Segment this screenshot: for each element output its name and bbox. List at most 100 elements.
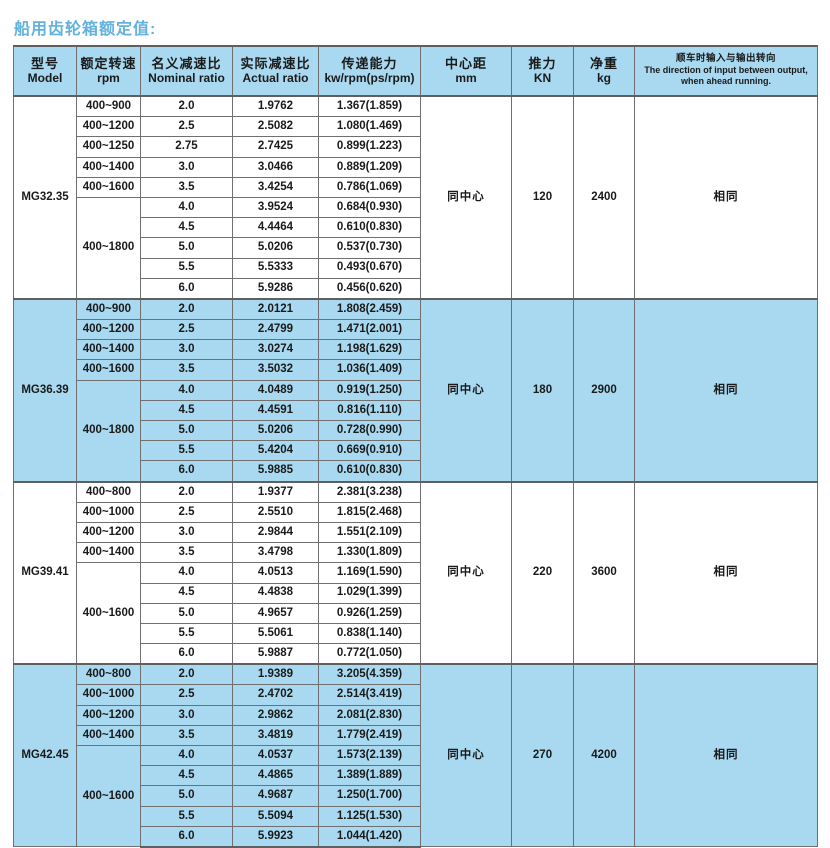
cell-rpm: 400~1200 <box>76 521 141 544</box>
cell-actual-ratio: 5.9887 <box>232 643 319 665</box>
cell-rpm: 400~1800 <box>76 196 141 300</box>
cell-nominal-ratio: 4.5 <box>140 582 233 604</box>
cell-actual-ratio: 5.5094 <box>232 805 319 827</box>
table-row: 5.5 5.5333 0.493(0.670) <box>14 257 818 279</box>
header-model-en: Model <box>27 70 63 85</box>
cell-nominal-ratio: 5.5 <box>140 805 233 827</box>
cell-capacity: 1.808(2.459) <box>318 297 421 321</box>
cell-model: MG36.39 <box>13 297 77 483</box>
cell-thrust: 180 <box>511 297 574 483</box>
table-row: 5.5 5.4204 0.669(0.910) <box>14 440 818 462</box>
cell-nominal-ratio: 3.5 <box>140 724 233 747</box>
cell-capacity: 1.125(1.530) <box>318 805 421 827</box>
cell-actual-ratio: 4.0537 <box>232 744 319 767</box>
cell-rpm: 400~800 <box>76 480 141 503</box>
cell-capacity: 0.493(0.670) <box>318 257 421 279</box>
table-row: 400~1200 3.0 2.9844 1.551(2.109) <box>14 521 818 544</box>
cell-capacity: 0.728(0.990) <box>318 419 421 442</box>
table-row: 5.0 4.9657 0.926(1.259) <box>14 602 818 624</box>
cell-actual-ratio: 5.5061 <box>232 622 319 645</box>
cell-nominal-ratio: 5.0 <box>140 237 233 259</box>
cell-center-distance: 同中心 <box>420 95 512 300</box>
gearbox-rating-table: 型号 Model 额定转速 rpm 名义减速比 Nominal ratio 实际… <box>13 45 818 848</box>
cell-nominal-ratio: 5.5 <box>140 257 233 279</box>
header-center-distance-cn: 中心距 <box>444 55 487 71</box>
cell-rpm: 400~1600 <box>76 359 141 381</box>
header-model: 型号 Model <box>13 45 77 97</box>
cell-capacity: 1.198(1.629) <box>318 339 421 361</box>
cell-actual-ratio: 3.4819 <box>232 724 319 747</box>
cell-actual-ratio: 2.9844 <box>232 521 319 544</box>
header-rpm-cn: 额定转速 <box>80 55 137 71</box>
table-body: MG32.35 400~900 2.0 1.9762 1.367(1.859) 同中心 12… <box>13 95 818 848</box>
table-row: 5.0 5.0206 0.537(0.730) <box>14 237 818 259</box>
table-row: 4.5 4.4464 0.610(0.830) <box>14 217 818 239</box>
cell-nominal-ratio: 2.75 <box>140 136 233 158</box>
cell-actual-ratio: 4.4464 <box>232 217 319 239</box>
header-center-distance: 中心距 mm <box>420 45 512 97</box>
cell-rpm: 400~800 <box>76 663 141 686</box>
cell-capacity: 0.537(0.730) <box>318 237 421 259</box>
cell-actual-ratio: 1.9389 <box>232 663 319 686</box>
cell-center-distance: 同中心 <box>420 480 512 665</box>
cell-nominal-ratio: 4.0 <box>140 379 233 401</box>
cell-capacity: 0.772(1.050) <box>318 643 421 665</box>
cell-capacity: 1.036(1.409) <box>318 359 421 381</box>
cell-actual-ratio: 5.0206 <box>232 237 319 259</box>
cell-nominal-ratio: 6.0 <box>140 277 233 300</box>
cell-nominal-ratio: 3.5 <box>140 542 233 564</box>
cell-thrust: 270 <box>511 663 574 848</box>
cell-capacity: 1.389(1.889) <box>318 765 421 787</box>
cell-rpm: 400~1600 <box>76 744 141 848</box>
cell-rpm: 400~1400 <box>76 724 141 747</box>
cell-rotation-direction: 相同 <box>634 663 818 848</box>
cell-capacity: 2.381(3.238) <box>318 480 421 503</box>
cell-nominal-ratio: 2.0 <box>140 95 233 118</box>
cell-rpm: 400~900 <box>76 95 141 118</box>
header-center-distance-en: mm <box>455 70 477 85</box>
cell-capacity: 0.669(0.910) <box>318 440 421 462</box>
cell-capacity: 1.367(1.859) <box>318 95 421 118</box>
cell-actual-ratio: 1.9762 <box>232 95 319 118</box>
header-capacity-en: kw/rpm(ps/rpm) <box>324 70 415 85</box>
cell-actual-ratio: 2.4799 <box>232 319 319 341</box>
cell-actual-ratio: 5.4204 <box>232 440 319 462</box>
cell-capacity: 1.029(1.399) <box>318 582 421 604</box>
cell-actual-ratio: 2.5510 <box>232 501 319 523</box>
table-row: 400~1400 3.0 3.0466 0.889(1.209) <box>14 156 818 178</box>
cell-actual-ratio: 1.9377 <box>232 480 319 503</box>
header-actual-ratio: 实际减速比 Actual ratio <box>232 45 319 97</box>
cell-rpm: 400~1400 <box>76 156 141 178</box>
cell-nominal-ratio: 4.0 <box>140 196 233 219</box>
table-row: 5.5 5.5061 0.838(1.140) <box>14 622 818 645</box>
cell-nominal-ratio: 3.0 <box>140 156 233 178</box>
header-thrust-cn: 推力 <box>528 55 557 71</box>
table-row: 6.0 5.9286 0.456(0.620) <box>14 277 818 300</box>
cell-actual-ratio: 5.5333 <box>232 257 319 279</box>
cell-rpm: 400~1200 <box>76 116 141 138</box>
header-row: 型号 Model 额定转速 rpm 名义减速比 Nominal ratio 实际… <box>13 45 818 97</box>
table-row: 400~1600 3.5 3.4254 0.786(1.069) <box>14 176 818 198</box>
cell-nominal-ratio: 5.5 <box>140 440 233 462</box>
cell-model: MG42.45 <box>13 663 77 848</box>
table-row: 400~1200 2.5 2.5082 1.080(1.469) <box>14 116 818 138</box>
page-root: 船用齿轮箱额定值: 型号 Model 额定转速 rpm <box>13 21 818 848</box>
header-rotation-direction-en: The direction of input between output, w… <box>644 65 808 87</box>
table-header: 型号 Model 额定转速 rpm 名义减速比 Nominal ratio 实际… <box>13 45 818 97</box>
cell-actual-ratio: 3.5032 <box>232 359 319 381</box>
table-row: 400~1200 3.0 2.9862 2.081(2.830) <box>14 704 818 726</box>
cell-capacity: 0.838(1.140) <box>318 622 421 645</box>
cell-rpm: 400~1600 <box>76 562 141 665</box>
cell-capacity: 1.044(1.420) <box>318 825 421 848</box>
cell-actual-ratio: 3.4798 <box>232 542 319 564</box>
cell-capacity: 1.779(2.419) <box>318 724 421 747</box>
header-rpm: 额定转速 rpm <box>76 45 141 97</box>
cell-actual-ratio: 2.7425 <box>232 136 319 158</box>
table-row: MG32.35 400~900 2.0 1.9762 1.367(1.859) 同中心 12… <box>13 95 818 300</box>
cell-nominal-ratio: 6.0 <box>140 643 233 665</box>
cell-rpm: 400~1200 <box>76 319 141 341</box>
cell-capacity: 3.205(4.359) <box>318 663 421 686</box>
cell-capacity: 0.456(0.620) <box>318 277 421 300</box>
cell-nominal-ratio: 5.0 <box>140 785 233 807</box>
cell-capacity: 0.919(1.250) <box>318 379 421 401</box>
